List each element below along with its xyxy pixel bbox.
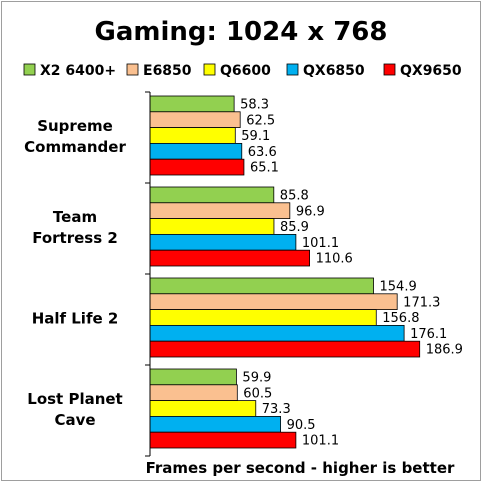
data-label: 85.8 xyxy=(280,189,309,204)
bar-chart: Gaming: 1024 x 768 X2 6400+ E6850 Q6600 QX6… xyxy=(23,17,463,477)
data-label: 59.9 xyxy=(242,371,271,386)
bar xyxy=(149,293,398,310)
x-axis-label: Frames per second - higher is better xyxy=(146,459,455,477)
data-label: 85.9 xyxy=(280,220,309,235)
bar xyxy=(149,202,291,220)
bar xyxy=(149,95,235,113)
legend-swatch xyxy=(23,63,36,76)
bar xyxy=(149,340,421,358)
data-label: 96.9 xyxy=(296,204,325,219)
bar xyxy=(149,186,275,204)
legend: X2 6400+ E6850 Q6600 QX6850 QX9650 xyxy=(23,63,462,79)
data-label: 171.3 xyxy=(403,295,440,310)
category-label: Half Life 2 xyxy=(32,310,119,328)
bar xyxy=(149,277,374,295)
bar xyxy=(149,218,275,235)
data-label: 58.3 xyxy=(240,98,269,113)
bar xyxy=(149,431,297,449)
bar xyxy=(149,400,257,417)
data-label: 73.3 xyxy=(262,402,291,417)
category-label: Team Fortress 2 xyxy=(32,208,118,247)
legend-label: QX6850 xyxy=(303,63,365,79)
bar xyxy=(149,415,281,433)
bar xyxy=(149,158,245,176)
data-label: 186.9 xyxy=(426,343,463,358)
legend-label: X2 6400+ xyxy=(40,63,116,79)
bar xyxy=(149,324,405,342)
legend-label: E6850 xyxy=(143,63,192,79)
data-label: 65.1 xyxy=(250,161,279,176)
legend-label: Q6600 xyxy=(220,63,271,79)
data-label: 59.1 xyxy=(241,129,270,144)
bar xyxy=(149,249,310,267)
data-label: 101.1 xyxy=(302,236,339,251)
data-label: 62.5 xyxy=(246,113,275,128)
bar xyxy=(149,111,241,129)
bar xyxy=(149,309,377,326)
category-label: Supreme Commander xyxy=(24,117,126,156)
data-label: 63.6 xyxy=(248,145,277,160)
category-label: Lost Planet Cave xyxy=(27,390,122,429)
legend-label: QX9650 xyxy=(400,63,462,79)
bar xyxy=(149,233,297,251)
data-label: 110.6 xyxy=(316,252,353,267)
bar xyxy=(149,127,236,144)
plot-area: 58.362.559.163.665.1 Supreme Commander 85.8… xyxy=(24,91,463,457)
data-label: 154.9 xyxy=(380,280,417,295)
data-label: 90.5 xyxy=(287,418,316,433)
data-label: 176.1 xyxy=(410,327,447,342)
bar xyxy=(149,384,238,401)
chart-title: Gaming: 1024 x 768 xyxy=(95,17,388,47)
data-label: 101.1 xyxy=(302,434,339,449)
data-label: 60.5 xyxy=(243,386,272,401)
data-label: 156.8 xyxy=(382,311,419,326)
legend-swatch xyxy=(383,63,396,76)
legend-swatch xyxy=(126,63,139,76)
legend-swatch xyxy=(286,63,299,76)
legend-swatch xyxy=(203,63,216,76)
bar xyxy=(149,142,243,160)
bar xyxy=(149,368,237,386)
